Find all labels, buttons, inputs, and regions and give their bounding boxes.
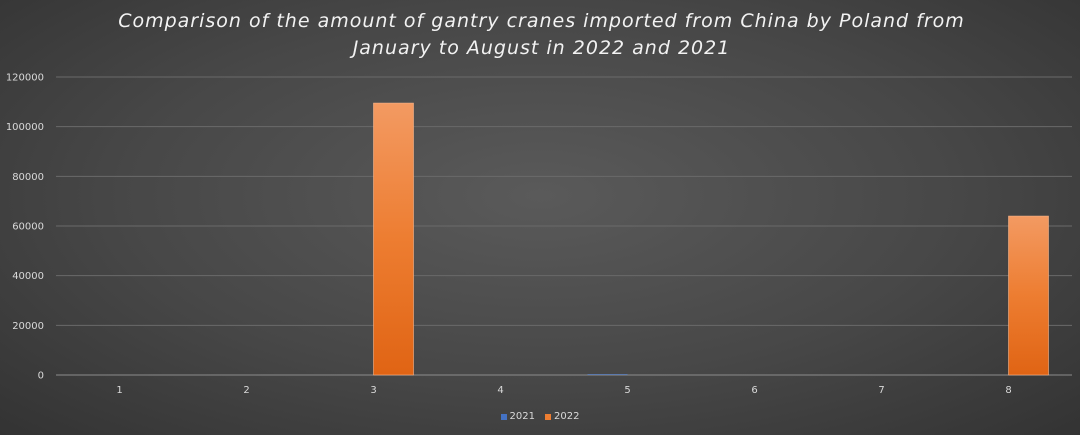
x-tick-label: 7 xyxy=(878,385,884,396)
legend-label-2021: 2021 xyxy=(509,411,535,422)
x-tick-label: 2 xyxy=(243,385,249,396)
x-tick-label: 3 xyxy=(370,385,376,396)
legend-item-2021: 2021 xyxy=(500,411,535,422)
x-tick-label: 6 xyxy=(751,385,757,396)
legend-item-2022: 2022 xyxy=(545,411,579,422)
x-tick-label: 1 xyxy=(116,385,122,396)
x-tick-label: 8 xyxy=(1005,385,1011,396)
legend-swatch-2021 xyxy=(500,413,507,420)
y-tick-label: 40000 xyxy=(12,271,44,282)
y-tick-label: 120000 xyxy=(6,73,44,84)
y-tick-label: 20000 xyxy=(12,321,44,332)
y-tick-label: 80000 xyxy=(12,172,44,183)
legend: 2021 2022 xyxy=(0,411,1080,422)
bar-2022-3 xyxy=(373,102,414,376)
legend-label-2022: 2022 xyxy=(554,411,580,422)
chart-title-line-2: January to August in 2022 and 2021 xyxy=(352,37,731,59)
x-tick-label: 4 xyxy=(497,385,503,396)
y-tick-label: 100000 xyxy=(6,122,44,133)
chart-title: Comparison of the amount of gantry crane… xyxy=(0,8,1080,62)
bar-2022-8 xyxy=(1008,215,1049,376)
y-tick-label: 0 xyxy=(38,371,44,382)
x-tick-label: 5 xyxy=(624,385,630,396)
y-tick-label: 60000 xyxy=(12,222,44,233)
bar-2021-5 xyxy=(587,374,628,375)
legend-swatch-2022 xyxy=(545,413,551,420)
chart-title-line-1: Comparison of the amount of gantry crane… xyxy=(118,10,965,32)
